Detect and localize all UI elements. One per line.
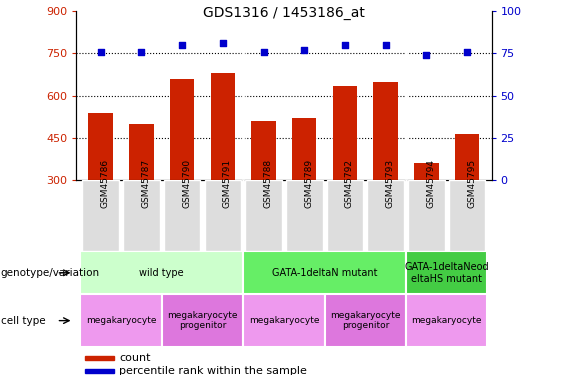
FancyBboxPatch shape — [406, 294, 488, 347]
Point — [96, 49, 105, 55]
FancyBboxPatch shape — [243, 251, 406, 294]
Bar — [85, 369, 115, 373]
FancyBboxPatch shape — [408, 180, 445, 251]
Point — [463, 49, 472, 55]
Bar — [129, 124, 154, 264]
Text: GSM45786: GSM45786 — [101, 159, 110, 208]
Text: GATA-1deltaN mutant: GATA-1deltaN mutant — [272, 268, 377, 278]
FancyBboxPatch shape — [162, 294, 243, 347]
Bar — [333, 86, 357, 264]
Text: GSM45787: GSM45787 — [141, 159, 150, 208]
Text: cell type: cell type — [1, 316, 45, 326]
FancyBboxPatch shape — [80, 294, 162, 347]
Text: GSM45795: GSM45795 — [467, 159, 476, 208]
FancyBboxPatch shape — [286, 180, 323, 251]
Text: megakaryocyte: megakaryocyte — [86, 316, 157, 325]
Text: megakaryocyte
progenitor: megakaryocyte progenitor — [167, 311, 238, 330]
Text: count: count — [119, 353, 151, 363]
FancyBboxPatch shape — [245, 180, 282, 251]
Text: GATA-1deltaNeod
eltaHS mutant: GATA-1deltaNeod eltaHS mutant — [405, 262, 489, 284]
FancyBboxPatch shape — [205, 180, 241, 251]
Bar — [373, 82, 398, 264]
Text: GSM45794: GSM45794 — [427, 159, 436, 208]
Point — [422, 52, 431, 58]
Text: GSM45793: GSM45793 — [386, 159, 395, 208]
FancyBboxPatch shape — [406, 251, 488, 294]
FancyBboxPatch shape — [243, 294, 325, 347]
Text: percentile rank within the sample: percentile rank within the sample — [119, 366, 307, 375]
Bar — [292, 118, 316, 264]
Text: megakaryocyte: megakaryocyte — [411, 316, 482, 325]
FancyBboxPatch shape — [164, 180, 201, 251]
Text: GSM45788: GSM45788 — [263, 159, 272, 208]
FancyBboxPatch shape — [82, 180, 119, 251]
Text: GDS1316 / 1453186_at: GDS1316 / 1453186_at — [203, 6, 365, 20]
Bar — [251, 121, 276, 264]
FancyBboxPatch shape — [367, 180, 404, 251]
Point — [300, 47, 309, 53]
FancyBboxPatch shape — [80, 251, 243, 294]
Bar — [455, 134, 479, 264]
Text: GSM45789: GSM45789 — [305, 159, 313, 208]
FancyBboxPatch shape — [449, 180, 485, 251]
Text: megakaryocyte
progenitor: megakaryocyte progenitor — [330, 311, 401, 330]
Text: wild type: wild type — [140, 268, 184, 278]
Bar — [170, 79, 194, 264]
Bar — [89, 112, 113, 264]
Point — [341, 42, 350, 48]
Bar — [211, 73, 235, 264]
Text: GSM45792: GSM45792 — [345, 159, 354, 208]
Point — [381, 42, 390, 48]
Text: GSM45790: GSM45790 — [182, 159, 191, 208]
Point — [177, 42, 186, 48]
FancyBboxPatch shape — [325, 294, 406, 347]
Text: genotype/variation: genotype/variation — [1, 268, 99, 278]
Text: GSM45791: GSM45791 — [223, 159, 232, 208]
Text: megakaryocyte: megakaryocyte — [249, 316, 319, 325]
FancyBboxPatch shape — [123, 180, 160, 251]
FancyBboxPatch shape — [327, 180, 363, 251]
Point — [218, 40, 227, 46]
Point — [137, 49, 146, 55]
Point — [259, 49, 268, 55]
Bar — [85, 356, 115, 360]
Bar — [414, 163, 438, 264]
